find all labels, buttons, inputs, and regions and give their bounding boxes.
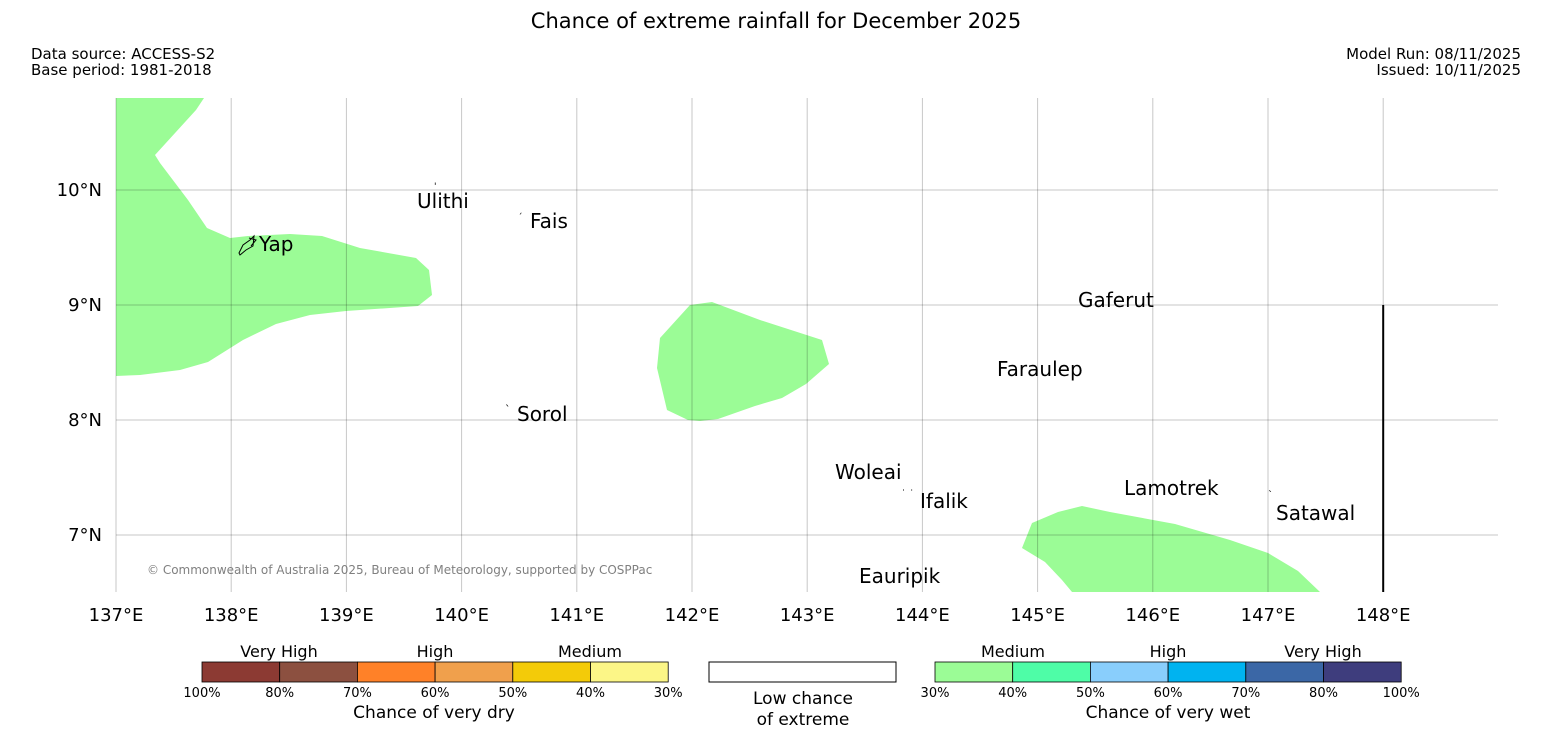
- place-label-yap: Yap: [258, 232, 293, 256]
- lon-tick-label: 147°E: [1241, 605, 1296, 626]
- legend-very-dry: Very High High Medium 100% 80% 70% 60% 50% 40…: [183, 642, 682, 723]
- legend-swatch: [1012, 661, 1091, 683]
- lon-tick-label: 141°E: [549, 605, 604, 626]
- gridlines: [115, 98, 1498, 592]
- legend-tick: 30%: [654, 686, 683, 701]
- wet-medium-region-southeast: [1022, 506, 1320, 592]
- lat-tick-label: 10°N: [57, 180, 102, 201]
- source-info: Data source: ACCESS-S2 Base period: 1981…: [31, 46, 215, 78]
- low-chance-line2: of extreme: [757, 710, 850, 730]
- lon-tick-label: 144°E: [895, 605, 950, 626]
- sorol-dot-icon: `: [505, 403, 511, 416]
- legend-tick: 80%: [265, 686, 294, 701]
- place-label-fais: Fais: [530, 209, 568, 233]
- legend-swatch: [1090, 661, 1169, 683]
- legend-tick: 40%: [998, 686, 1027, 701]
- lat-tick-label: 8°N: [68, 410, 102, 431]
- lon-tick-label: 140°E: [434, 605, 489, 626]
- legend-tick: 70%: [343, 686, 372, 701]
- wet-medium-region-yap: [116, 98, 432, 376]
- ulithi-dot-icon: ': [434, 182, 436, 192]
- wet-medium-region-central: [657, 302, 829, 421]
- lon-tick-label: 148°E: [1356, 605, 1411, 626]
- legend-swatch: [512, 661, 591, 683]
- run-info: Model Run: 08/11/2025 Issued: 10/11/2025: [1346, 46, 1521, 78]
- legend-swatch: [590, 661, 669, 683]
- place-labels: Ulithi Fais Yap Gaferut Faraulep Sorol W…: [258, 189, 1355, 588]
- legend-tick: 30%: [921, 686, 950, 701]
- fais-dot-icon: ´: [518, 212, 523, 223]
- legend-tick: 60%: [1154, 686, 1183, 701]
- low-chance-swatch: [708, 661, 897, 683]
- legend-swatch: [279, 661, 358, 683]
- legend-tick: 100%: [183, 686, 220, 701]
- legend-swatch: [1167, 661, 1247, 683]
- legend-tick: 50%: [1076, 686, 1105, 701]
- legend-tick: 40%: [576, 686, 605, 701]
- yap-island-icon: [238, 234, 257, 256]
- island-outlines: ' ´ ` ˙ ˙ `: [238, 182, 1273, 501]
- place-label-woleai: Woleai: [835, 460, 902, 484]
- lon-tick-label: 138°E: [204, 605, 259, 626]
- lon-tick-label: 145°E: [1010, 605, 1065, 626]
- legend-tick: 50%: [498, 686, 527, 701]
- lat-tick-label: 9°N: [68, 295, 102, 316]
- place-label-sorol: Sorol: [517, 402, 568, 426]
- lon-tick-label: 146°E: [1125, 605, 1180, 626]
- lat-tick-label: 7°N: [68, 525, 102, 546]
- wet-group-medium: Medium: [981, 642, 1045, 661]
- legend-swatch: [356, 661, 436, 683]
- longitude-tick-labels: 137°E 138°E 139°E 140°E 141°E 142°E 143°E 144°E…: [89, 605, 1411, 626]
- legend-low-chance: Low chance of extreme: [708, 661, 897, 730]
- lon-tick-label: 142°E: [665, 605, 720, 626]
- legend-swatch: [1323, 661, 1402, 683]
- legend-swatch: [1245, 661, 1324, 683]
- place-label-ifalik: Ifalik: [920, 489, 968, 513]
- wet-color-bar: [934, 661, 1402, 683]
- dry-tick-labels: 100% 80% 70% 60% 50% 40% 30%: [183, 686, 682, 701]
- place-label-ulithi: Ulithi: [417, 189, 469, 213]
- wet-group-very-high: Very High: [1284, 642, 1361, 661]
- issued-date: Issued: 10/11/2025: [1376, 61, 1521, 79]
- lon-tick-label: 139°E: [319, 605, 374, 626]
- legend-tick: 80%: [1309, 686, 1338, 701]
- legend-tick: 70%: [1231, 686, 1260, 701]
- satawal-dot-icon: `: [1268, 489, 1273, 501]
- lon-tick-label: 143°E: [780, 605, 835, 626]
- wet-legend-title: Chance of very wet: [1086, 703, 1251, 723]
- dry-group-medium: Medium: [558, 642, 622, 661]
- legend-swatch: [201, 661, 281, 683]
- legend-swatch: [434, 661, 514, 683]
- place-label-eauripik: Eauripik: [859, 564, 941, 588]
- lon-tick-label: 137°E: [89, 605, 144, 626]
- wet-group-high: High: [1150, 642, 1187, 661]
- base-period: Base period: 1981-2018: [31, 61, 212, 79]
- latitude-tick-labels: 10°N 9°N 8°N 7°N: [57, 180, 102, 546]
- low-chance-line1: Low chance: [753, 689, 853, 709]
- dry-group-very-high: Very High: [240, 642, 317, 661]
- legend-tick: 60%: [421, 686, 450, 701]
- chart-title: Chance of extreme rainfall for December …: [530, 9, 1022, 33]
- place-label-lamotrek: Lamotrek: [1124, 476, 1219, 500]
- woleai-dots-icon: ˙ ˙: [901, 489, 914, 500]
- model-run: Model Run: 08/11/2025: [1346, 45, 1521, 63]
- dry-legend-title: Chance of very dry: [353, 703, 515, 723]
- copyright-notice: © Commonwealth of Australia 2025, Bureau…: [147, 563, 652, 577]
- legend-swatch: [934, 661, 1014, 683]
- legend-tick: 100%: [1383, 686, 1420, 701]
- data-source: Data source: ACCESS-S2: [31, 45, 216, 63]
- dry-group-high: High: [417, 642, 454, 661]
- dry-color-bar: [201, 661, 669, 683]
- forecast-regions: [116, 98, 1320, 592]
- place-label-gaferut: Gaferut: [1078, 288, 1154, 312]
- place-label-faraulep: Faraulep: [997, 357, 1083, 381]
- wet-tick-labels: 30% 40% 50% 60% 70% 80% 100%: [921, 686, 1420, 701]
- legend-very-wet: Medium High Very High 30% 40% 50% 60% 70% 80%…: [921, 642, 1420, 723]
- place-label-satawal: Satawal: [1276, 501, 1355, 525]
